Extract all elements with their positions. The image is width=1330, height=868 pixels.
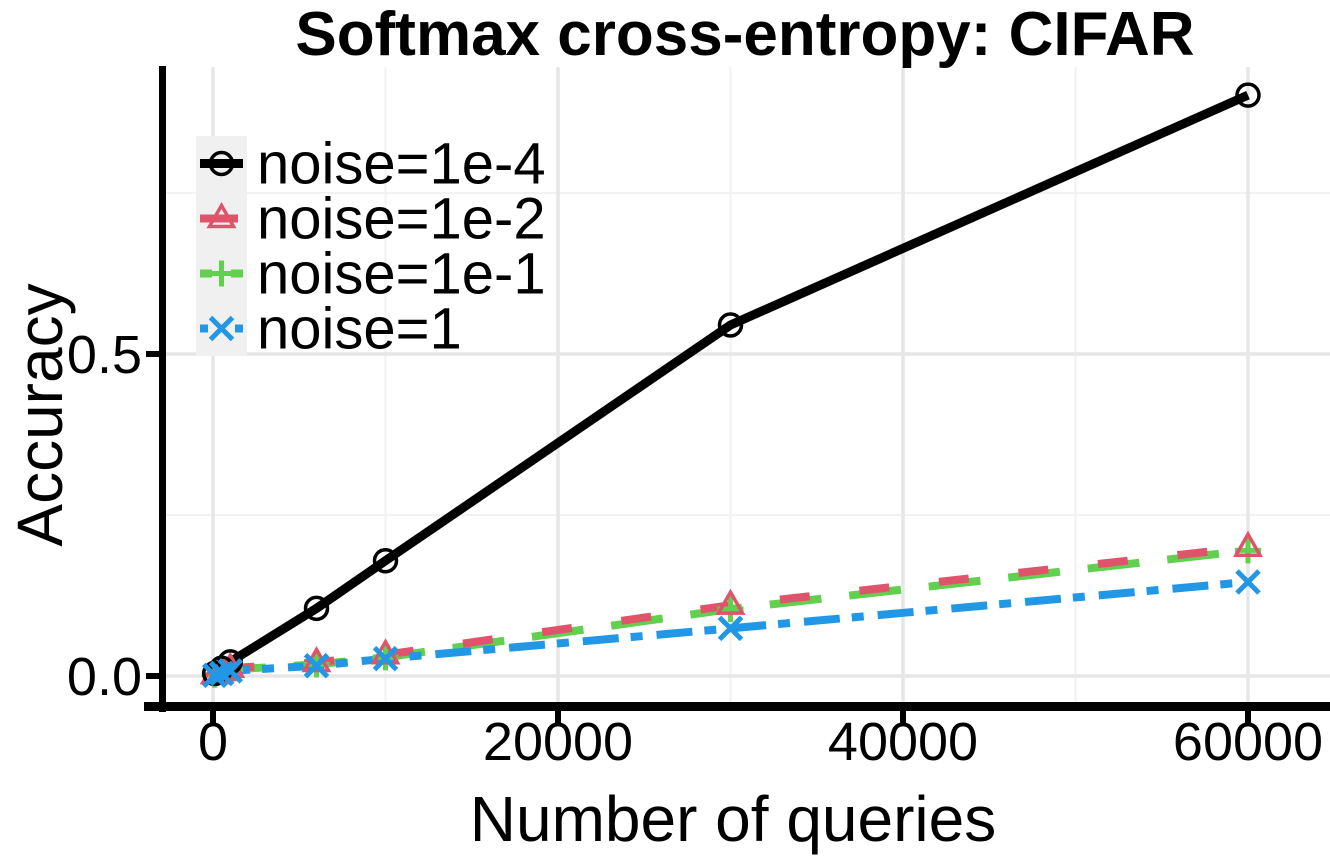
legend-label-noise-1: noise=1 — [257, 297, 462, 362]
marker-triangle — [1232, 530, 1264, 557]
series-markers — [199, 82, 1264, 689]
tick-labels: 0 20000 40000 60000 0.0 0.5 — [67, 325, 1323, 772]
y-tick-0 — [146, 673, 159, 679]
marker-circle — [208, 150, 235, 177]
x-tick-40000 — [900, 711, 906, 724]
marker-plus — [208, 260, 235, 287]
x-tick-60000 — [1245, 711, 1251, 724]
marker-circle — [717, 312, 744, 338]
legend-label-noise-1e-2: noise=1e-2 — [257, 187, 546, 252]
legend-item-noise-1: noise=1 — [196, 297, 462, 362]
legend-label-noise-1e-4: noise=1e-4 — [257, 132, 546, 197]
legend-item-noise-1e-2: noise=1e-2 — [196, 187, 546, 252]
legend-item-noise-1e-1: noise=1e-1 — [196, 242, 546, 307]
marker-triangle — [206, 201, 237, 229]
x-tick-label-0: 0 — [198, 712, 228, 772]
marker-circle — [372, 547, 399, 574]
marker-x — [208, 315, 235, 342]
marker-triangle — [715, 588, 746, 615]
x-axis-line — [144, 702, 1330, 711]
marker-circle — [303, 595, 330, 622]
y-tick-0.5 — [146, 351, 159, 357]
marker-x — [717, 615, 744, 642]
x-tick-label-60000: 60000 — [1173, 712, 1323, 772]
marker-x — [303, 652, 330, 679]
marker-x — [372, 645, 399, 672]
axes — [144, 66, 1330, 712]
x-axis-title: Number of queries — [470, 783, 996, 855]
chart-title: Softmax cross-entropy: CIFAR — [295, 0, 1194, 69]
x-tick-0 — [210, 711, 216, 724]
x-tick-20000 — [555, 711, 561, 724]
y-tick-label-0.5: 0.5 — [67, 325, 142, 385]
tick-marks — [146, 351, 1251, 724]
x-tick-label-20000: 20000 — [483, 712, 633, 772]
x-tick-label-40000: 40000 — [828, 712, 978, 772]
y-axis-line — [159, 66, 166, 712]
legend-label-noise-1e-1: noise=1e-1 — [257, 242, 546, 307]
marker-x — [1235, 569, 1261, 595]
y-axis-title: Accuracy — [4, 283, 76, 546]
legend-item-noise-1e-4: noise=1e-4 — [196, 132, 546, 197]
marker-x — [201, 662, 228, 689]
marker-circle — [1235, 82, 1261, 108]
marker-x — [217, 658, 244, 684]
y-tick-label-0: 0.0 — [67, 647, 142, 707]
